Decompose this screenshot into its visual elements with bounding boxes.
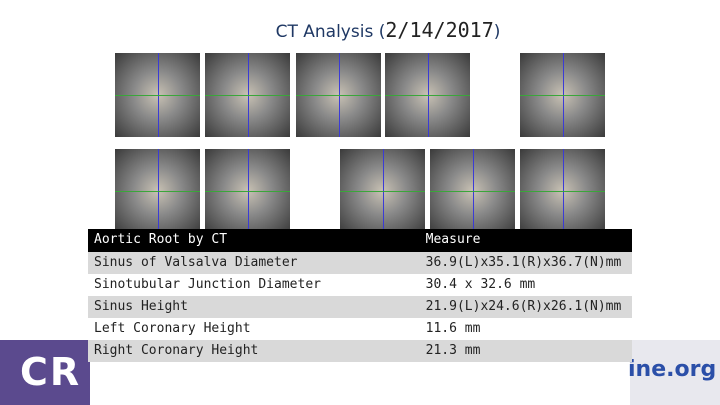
row-label: Sinotubular Junction Diameter [88, 274, 420, 296]
table-row: Left Coronary Height 11.6 mm [88, 318, 632, 340]
slide-title: CT Analysis (2/14/2017) [0, 18, 720, 42]
row-value: 36.9(L)x35.1(R)x36.7(N)mm [419, 252, 632, 274]
row-label: Left Coronary Height [88, 318, 420, 340]
ct-image [296, 53, 381, 137]
row-label: Sinus Height [88, 296, 420, 318]
footer-band-left [0, 340, 90, 405]
title-text: CT Analysis ( [275, 22, 386, 42]
ct-image [205, 53, 290, 137]
row-label: Right Coronary Height [88, 340, 420, 362]
title-text: ) [493, 22, 501, 42]
table-row: Sinus of Valsalva Diameter 36.9(L)x35.1(R… [88, 252, 632, 274]
row-value: 21.9(L)x24.6(R)x26.1(N)mm [419, 296, 632, 318]
measurement-table: Aortic Root by CT Measure Sinus of Valsa… [88, 229, 632, 362]
ct-image [430, 149, 515, 233]
footer-band-right [630, 340, 720, 405]
ct-image [340, 149, 425, 233]
row-value: 30.4 x 32.6 mm [419, 274, 632, 296]
ct-image [205, 149, 290, 233]
row-value: 21.3 mm [419, 340, 632, 362]
table-row: Right Coronary Height 21.3 mm [88, 340, 632, 362]
ct-image [520, 149, 605, 233]
title-date: 2/14/2017 [385, 18, 494, 42]
column-header: Aortic Root by CT [88, 229, 420, 252]
table-row: Sinus Height 21.9(L)x24.6(R)x26.1(N)mm [88, 296, 632, 318]
header-row: Aortic Root by CT Measure [88, 229, 632, 252]
table-row: Sinotubular Junction Diameter 30.4 x 32.6… [88, 274, 632, 296]
row-label: Sinus of Valsalva Diameter [88, 252, 420, 274]
column-header: Measure [419, 229, 632, 252]
ct-image [385, 53, 470, 137]
logo: CR [20, 350, 82, 394]
ct-image [520, 53, 605, 137]
ct-image [115, 149, 200, 233]
row-value: 11.6 mm [419, 318, 632, 340]
site-url: ine.org [628, 357, 717, 382]
ct-image [115, 53, 200, 137]
